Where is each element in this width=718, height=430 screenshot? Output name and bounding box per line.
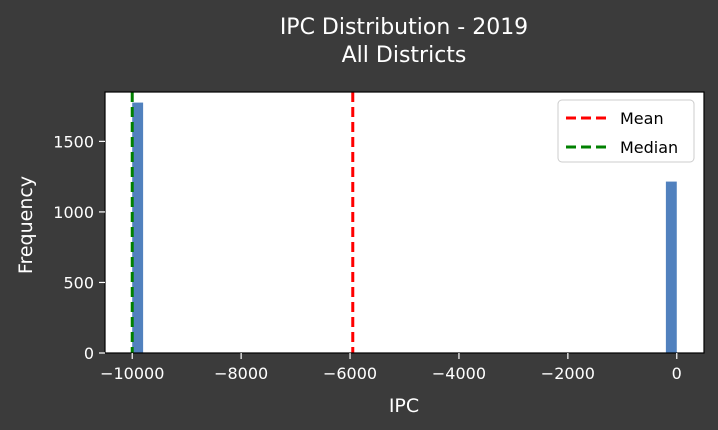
y-tick-label: 1000 bbox=[53, 203, 94, 222]
x-axis-ticks: −10000 −8000 −6000 −4000 −2000 0 bbox=[100, 353, 682, 383]
x-tick-label: −4000 bbox=[432, 364, 486, 383]
y-axis-ticks: 0 500 1000 1500 bbox=[53, 132, 105, 363]
x-tick-label: −6000 bbox=[323, 364, 377, 383]
histogram-bar bbox=[665, 181, 677, 353]
y-tick-label: 1500 bbox=[53, 132, 94, 151]
histogram-bar bbox=[132, 102, 144, 353]
chart-title: IPC Distribution - 2019 bbox=[280, 15, 528, 40]
histogram-bars bbox=[132, 102, 677, 353]
legend-label-median: Median bbox=[620, 138, 678, 157]
x-tick-label: −8000 bbox=[214, 364, 268, 383]
reference-lines bbox=[130, 92, 355, 353]
plot-frame bbox=[104, 91, 705, 354]
x-axis-label: IPC bbox=[389, 395, 419, 417]
y-axis-label: Frequency bbox=[15, 176, 37, 274]
chart-subtitle: All Districts bbox=[342, 43, 467, 68]
x-tick-label: 0 bbox=[672, 364, 682, 383]
legend-label-mean: Mean bbox=[620, 109, 664, 128]
y-tick-label: 0 bbox=[84, 344, 94, 363]
legend: Mean Median bbox=[557, 99, 695, 163]
x-tick-label: −10000 bbox=[100, 364, 164, 383]
y-tick-label: 500 bbox=[63, 273, 94, 292]
legend-box bbox=[557, 99, 695, 163]
x-tick-label: −2000 bbox=[541, 364, 595, 383]
